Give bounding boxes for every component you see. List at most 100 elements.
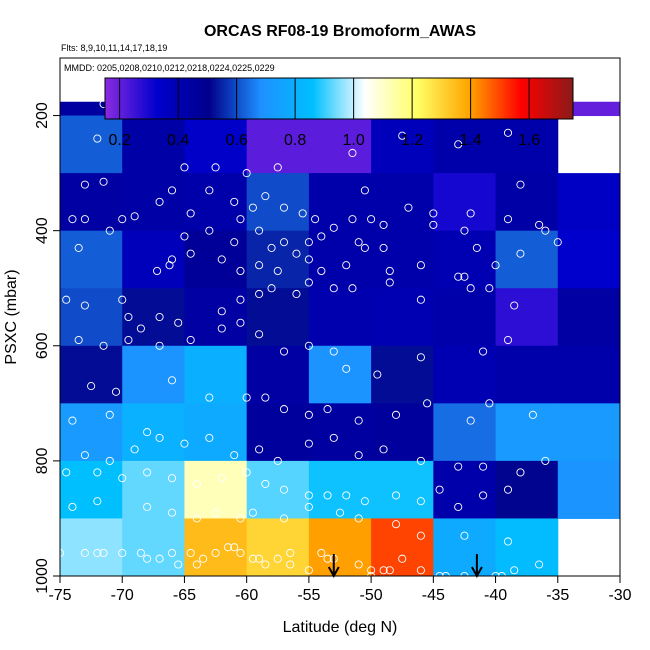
sample-point [416,456,425,465]
sample-point [379,566,388,575]
heatmap-cell [495,403,559,462]
sample-point [497,571,506,576]
heatmap-cell [122,230,185,289]
sample-point [385,566,394,575]
y-tick-label: 1000 [34,558,51,594]
heatmap-cell [308,288,372,347]
sample-point [230,451,239,460]
x-axis: -75 -70 -65 -60 -55 -50 -45 -40 -35 -30 [48,576,632,604]
sample-point [404,203,413,212]
heatmap-cell [308,173,372,232]
sample-point [292,289,301,299]
sample-point [423,399,432,408]
sample-point [267,243,276,252]
sample-point [118,548,127,558]
sample-point [255,261,264,270]
sample-point [528,410,537,419]
sample-point [416,261,425,270]
sample-point [217,307,226,316]
heatmap-cell [246,288,310,347]
sample-point [398,131,407,140]
sample-point [143,428,152,437]
sample-point [329,433,338,442]
sample-point [279,514,289,523]
sample-point [485,399,494,408]
y-tick-label: 600 [34,332,51,359]
heatmap-cell [433,173,497,232]
sample-point [192,514,201,523]
sample-point [242,393,251,402]
sample-point [155,433,164,442]
x-tick-label: -75 [48,587,71,604]
sample-point [165,261,174,270]
sample-point [167,186,177,195]
sample-point [93,497,102,506]
sample-point [230,238,239,247]
y-axis: 200 400 600 800 1000 [34,102,60,594]
sample-point [124,335,133,345]
sample-point [379,243,388,252]
sample-point [205,433,214,442]
sample-point [124,312,133,322]
sample-point [74,335,83,345]
sample-point [279,203,289,212]
sample-point [429,209,438,218]
sample-point [503,335,513,345]
sample-point [379,220,388,229]
sample-point [236,266,245,276]
heatmap-cell [60,173,123,232]
sample-point [80,180,89,189]
sample-point [323,491,332,500]
sample-point [192,560,201,569]
heatmap-cell [557,230,620,289]
sample-point [304,410,313,419]
sample-point [217,324,226,333]
sample-point [136,548,145,558]
colorbar-tick-label-7: 1.6 [518,132,540,149]
heatmap-cell [246,403,310,462]
sample-point [391,520,401,529]
sample-point [317,232,326,241]
sample-point [342,261,351,270]
heatmap-cell [433,288,497,347]
sample-point [416,497,425,506]
sample-point [354,560,363,569]
y-tick-label: 400 [34,217,51,244]
x-tick-label: -70 [111,587,134,604]
sample-point [479,491,488,500]
heatmap-cell [371,288,434,347]
sample-point [68,215,77,224]
sample-point [385,266,394,276]
sample-point [354,416,363,425]
sample-point [180,439,189,448]
sample-point [273,554,282,563]
sample-point [367,571,376,576]
sample-point [367,566,376,575]
colorbar-tick-label-2: 0.6 [226,132,248,149]
sample-point [510,566,519,575]
sample-point [261,192,270,201]
sample-point [342,364,351,373]
heatmap-cell [371,115,434,174]
sample-point [460,226,469,235]
chart-title: ORCAS RF08-19 Bromoform_AWAS [204,23,476,40]
heatmap-cell [122,460,185,519]
sample-point [167,508,177,517]
sample-point [354,451,363,460]
sample-point [261,560,270,569]
sample-point [323,405,332,414]
sample-points [60,99,562,576]
sample-point [93,134,102,143]
sample-point [317,266,326,276]
sample-point [541,456,550,465]
sample-point [273,266,282,276]
heatmap-cell [246,518,310,576]
sample-point [329,223,338,232]
heatmap-cell [246,460,310,519]
sample-point [230,543,239,552]
sample-point [236,514,245,523]
sample-point [186,249,195,258]
heatmap-cell [557,288,620,347]
sample-point [155,341,164,350]
sample-point [292,249,301,258]
